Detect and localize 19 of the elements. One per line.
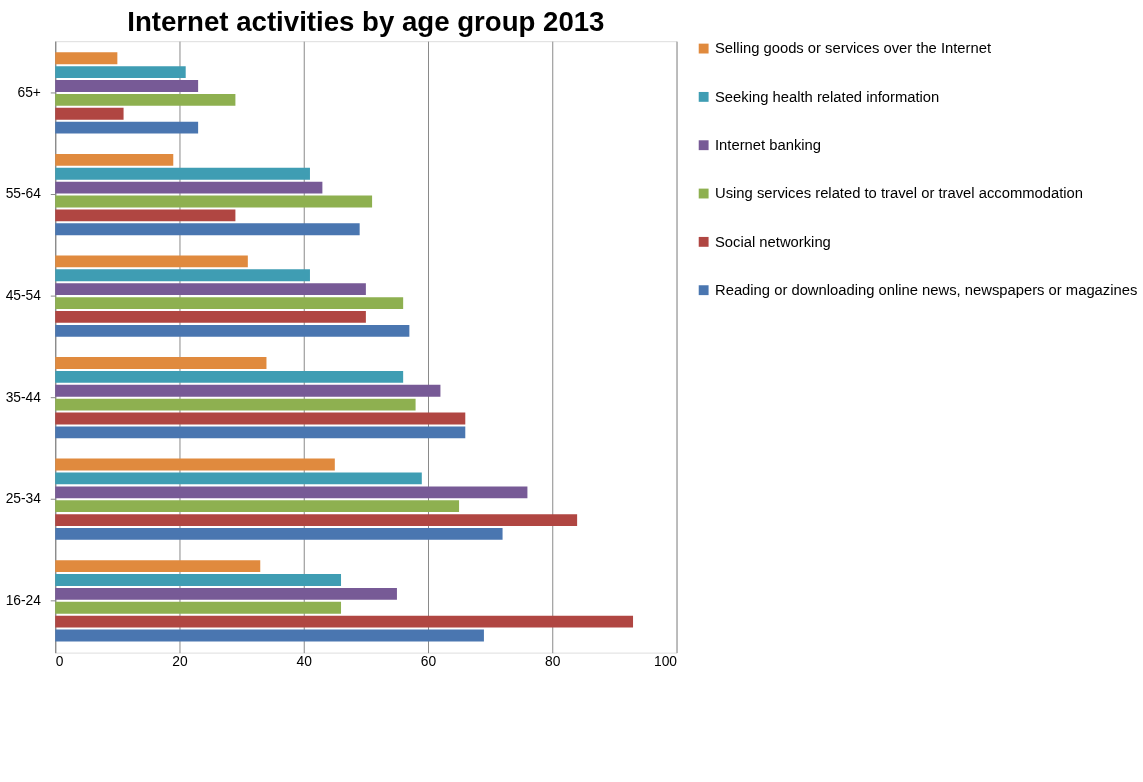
legend-label: Social networking [714, 233, 831, 250]
y-tick-label: 55-64 [5, 186, 42, 202]
x-tick-label: 60 [420, 653, 437, 669]
legend-label: Using services related to travel or travel accommodation [714, 185, 1084, 202]
legend-label: Reading or downloading online news, newspapers or magazines [714, 282, 1138, 299]
legend-label: Seeking health related information [714, 88, 940, 105]
y-tick-label: 35-44 [5, 389, 42, 405]
legend-label: Internet banking [714, 137, 822, 154]
y-tick-label: 25-34 [5, 491, 42, 507]
x-tick-label: 100 [653, 653, 678, 669]
legend-label: Selling goods or services over the Internet [714, 40, 992, 57]
chart-title: Internet activities by age group 2013 [127, 6, 605, 38]
y-tick-label: 45-54 [5, 288, 42, 304]
x-tick-label: 80 [545, 653, 561, 669]
y-tick-label: 65+ [17, 84, 41, 100]
x-tick-label: 20 [172, 653, 188, 669]
x-tick-label: 40 [296, 653, 313, 669]
x-tick-label: 0 [55, 653, 64, 669]
y-tick-label: 16-24 [5, 592, 42, 608]
